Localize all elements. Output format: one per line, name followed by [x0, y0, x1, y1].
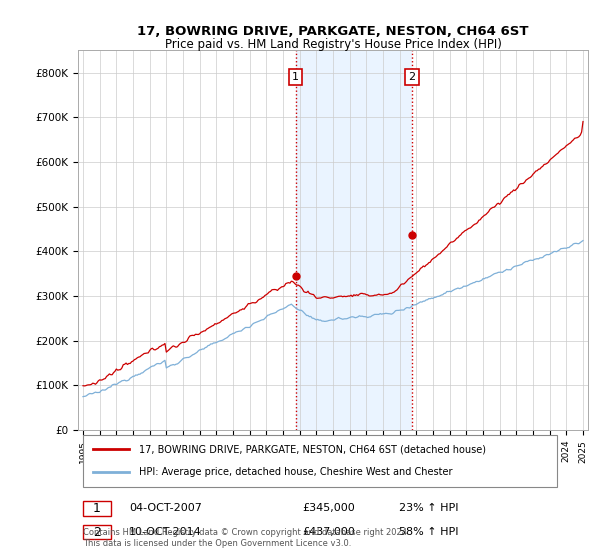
- FancyBboxPatch shape: [83, 525, 111, 539]
- Text: £345,000: £345,000: [302, 503, 355, 514]
- Text: HPI: Average price, detached house, Cheshire West and Chester: HPI: Average price, detached house, Ches…: [139, 468, 453, 478]
- Text: 2: 2: [409, 72, 416, 82]
- FancyBboxPatch shape: [83, 501, 111, 516]
- Text: Contains HM Land Registry data © Crown copyright and database right 2024.
This d: Contains HM Land Registry data © Crown c…: [83, 528, 410, 548]
- Text: 1: 1: [292, 72, 299, 82]
- Text: 23% ↑ HPI: 23% ↑ HPI: [400, 503, 459, 514]
- Text: 2: 2: [93, 526, 101, 539]
- Text: 17, BOWRING DRIVE, PARKGATE, NESTON, CH64 6ST: 17, BOWRING DRIVE, PARKGATE, NESTON, CH6…: [137, 25, 529, 38]
- Text: £437,000: £437,000: [302, 527, 355, 537]
- Bar: [296, 50, 412, 430]
- Text: 04-OCT-2007: 04-OCT-2007: [129, 503, 202, 514]
- Text: Price paid vs. HM Land Registry's House Price Index (HPI): Price paid vs. HM Land Registry's House …: [164, 38, 502, 50]
- Text: 58% ↑ HPI: 58% ↑ HPI: [400, 527, 459, 537]
- Text: 1: 1: [93, 502, 101, 515]
- Text: 17, BOWRING DRIVE, PARKGATE, NESTON, CH64 6ST (detached house): 17, BOWRING DRIVE, PARKGATE, NESTON, CH6…: [139, 445, 486, 455]
- FancyBboxPatch shape: [83, 435, 557, 487]
- Text: 10-OCT-2014: 10-OCT-2014: [129, 527, 202, 537]
